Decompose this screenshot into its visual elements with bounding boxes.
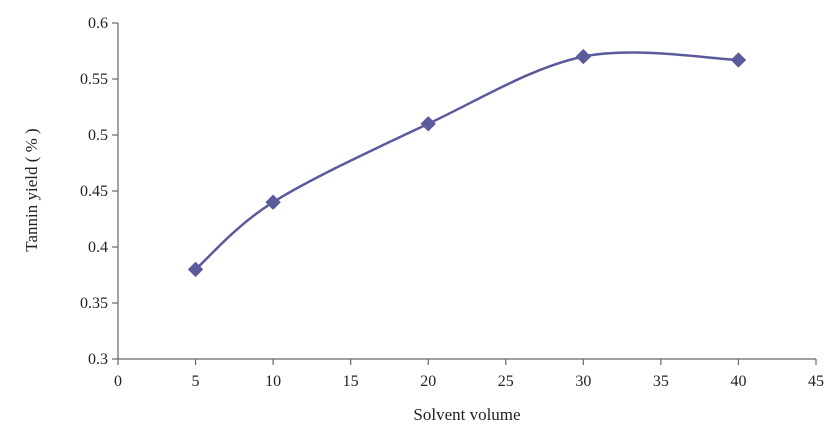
x-tick-label: 35 [653,373,669,390]
y-tick-label: 0.5 [88,127,108,144]
y-axis-ticks: 0.3 0.35 0.4 0.45 0.5 0.55 0.6 [80,15,118,368]
x-tick-label: 40 [730,373,746,390]
x-tick-label: 15 [343,373,359,390]
data-point-marker [575,48,592,65]
x-tick-label: 20 [420,373,436,390]
data-point-marker [265,194,281,210]
x-axis-ticks: 0 5 10 15 20 25 30 35 40 45 [114,359,824,390]
y-tick-label: 0.6 [88,15,108,32]
series-line [194,51,739,271]
data-point-marker [420,116,436,132]
y-tick-label: 0.45 [80,183,108,200]
x-tick-label: 5 [192,373,200,390]
axes [117,23,816,360]
series-layer [187,48,747,278]
y-tick-label: 0.3 [88,351,108,368]
data-point-marker [730,52,747,68]
x-tick-label: 45 [808,373,824,390]
y-tick-label: 0.35 [80,295,108,312]
x-axis-title: Solvent volume [413,405,520,424]
x-tick-label: 0 [114,373,122,390]
data-point-marker [187,261,204,278]
x-tick-label: 10 [265,373,281,390]
y-axis-title: Tannin yield ( % ) [22,128,41,251]
x-tick-label: 30 [575,373,591,390]
x-tick-label: 25 [498,373,514,390]
y-tick-label: 0.4 [88,239,108,256]
y-tick-label: 0.55 [80,71,108,88]
